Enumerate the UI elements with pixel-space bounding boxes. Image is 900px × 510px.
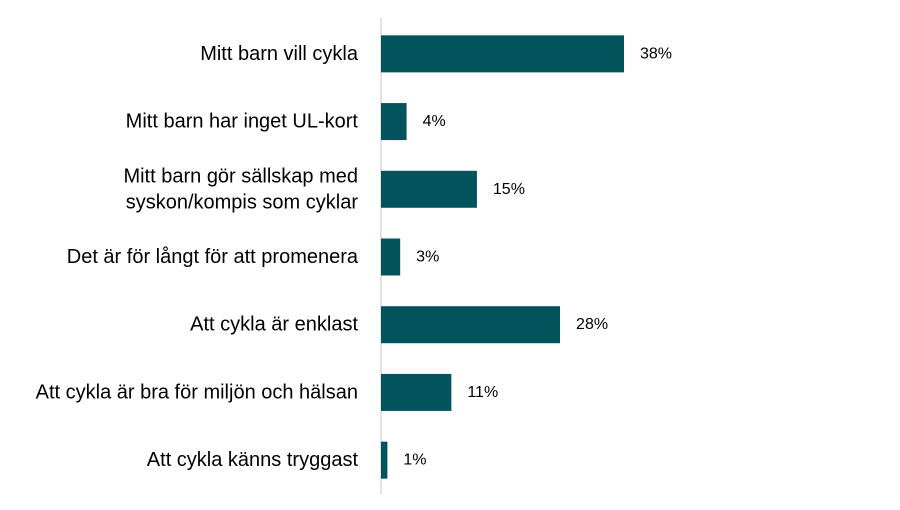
value-label-5: 28% [576, 316, 608, 333]
value-label-4: 3% [416, 249, 439, 266]
category-label-5: Att cykla är enklast [190, 314, 358, 336]
category-label-6: Att cykla är bra för miljön och hälsan [36, 381, 358, 403]
bars-group [381, 35, 624, 479]
value-labels-group: 38% 4% 15% 3% 28% 11% 1% [403, 45, 672, 468]
value-label-1: 38% [640, 45, 672, 62]
bar-4 [381, 238, 401, 276]
bar-1 [381, 35, 624, 73]
category-label-2: Mitt barn har inget UL-kort [126, 111, 359, 133]
value-label-3: 15% [493, 181, 525, 198]
value-label-7: 1% [403, 452, 426, 469]
bar-6 [381, 373, 452, 411]
bar-5 [381, 306, 561, 344]
category-label-4: Det är för långt för att promenera [67, 246, 359, 268]
category-label-1: Mitt barn vill cykla [200, 43, 359, 65]
bar-2 [381, 103, 407, 141]
bar-7 [381, 441, 388, 479]
category-label-3: Mitt barn gör sällskap med syskon/kompis … [123, 165, 358, 213]
category-labels-group: Mitt barn vill cykla Mitt barn har inget … [36, 43, 359, 471]
category-label-7: Att cykla känns tryggast [147, 449, 359, 471]
value-label-6: 11% [467, 384, 498, 401]
value-label-2: 4% [423, 113, 446, 130]
bar-3 [381, 170, 477, 208]
